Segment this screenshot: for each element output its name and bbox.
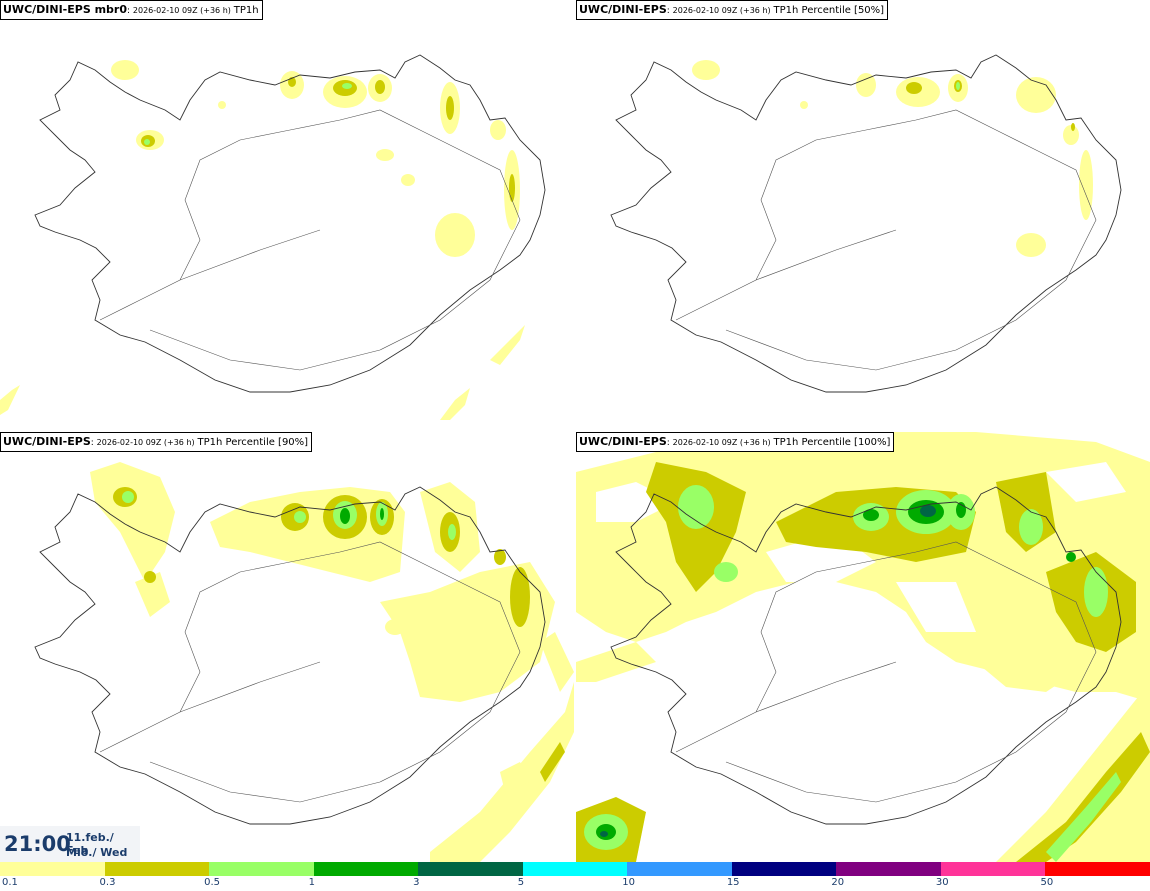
legend-tick-label: 5: [517, 877, 525, 888]
panel-title: UWC/DINI-EPS: 2026-02-10 09Z (+36 h) TP1…: [0, 432, 313, 452]
precip-field-green: [144, 83, 352, 145]
legend-swatch: [104, 862, 210, 876]
panel-model: UWC/DINI-EPS: [579, 435, 667, 448]
panel-model: UWC/DINI-EPS mbr0: [3, 3, 127, 16]
precip-map: [0, 54, 546, 420]
legend-tick-label: 0.1: [2, 877, 18, 888]
panel-variable: TP1h Percentile [50%]: [773, 5, 885, 16]
map-panel-p100: UWC/DINI-EPS: 2026-02-10 09Z (+36 h) TP1…: [576, 432, 1150, 862]
legend-tick-label: 20: [831, 877, 845, 888]
panel-variable: TP1h Percentile [100%]: [773, 437, 891, 448]
legend-swatch: [1045, 862, 1150, 876]
precip-field-darkgreen: [596, 500, 1076, 840]
panel-variable: TP1h: [233, 5, 259, 16]
legend-swatch: [731, 862, 837, 876]
legend-tick-label: 30: [935, 877, 949, 888]
legend-tick-label: 0.3: [99, 877, 116, 888]
precip-field-green: [956, 82, 960, 90]
panel-run: 2026-02-10 09Z (+36 h): [672, 438, 771, 447]
map-panel-mbr0: UWC/DINI-EPS mbr0: 2026-02-10 09Z (+36 h…: [0, 0, 574, 430]
valid-time-box: 21:00 11.feb./ Feb Mið./ Wed: [0, 826, 140, 862]
precip-map: [576, 432, 1150, 862]
panel-model: UWC/DINI-EPS: [579, 3, 667, 16]
road-network: [99, 109, 521, 371]
legend-swatch: [627, 862, 732, 876]
legend-tick-label: 0.5: [204, 877, 220, 888]
valid-time-weekday: Mið./ Wed: [66, 846, 128, 859]
legend-tick-label: 10: [622, 877, 635, 888]
valid-time-clock: 21:00: [4, 832, 71, 856]
map-panel-p50: UWC/DINI-EPS: 2026-02-10 09Z (+36 h) TP1…: [576, 0, 1150, 430]
road-network: [675, 541, 1097, 803]
legend-swatch: [418, 862, 523, 876]
legend-swatch: [940, 862, 1046, 876]
panel-title: UWC/DINI-EPS mbr0: 2026-02-10 09Z (+36 h…: [0, 0, 263, 20]
valid-time-date: 11.feb./ Feb: [66, 831, 114, 857]
panel-model: UWC/DINI-EPS: [3, 435, 91, 448]
precip-map: [34, 462, 574, 862]
road-network: [675, 109, 1097, 371]
legend-swatch: [836, 862, 941, 876]
panel-run: 2026-02-10 09Z (+36 h): [672, 6, 771, 15]
legend-swatch: [0, 862, 105, 876]
legend-tick-label: 1: [308, 877, 315, 888]
precip-legend: 0.1 0.3 0.5 1 3 5 10 15 20 30 50: [0, 862, 1150, 891]
panel-run: 2026-02-10 09Z (+36 h): [96, 438, 195, 447]
legend-swatch: [313, 862, 419, 876]
panel-variable: TP1h Percentile [90%]: [197, 437, 309, 448]
precip-field-olive: [906, 80, 1075, 131]
precip-field-darkgreen: [340, 508, 384, 524]
legend-tick-label: 15: [726, 877, 740, 888]
legend-color-bar: [0, 862, 1150, 876]
precip-field-darkest: [600, 505, 936, 837]
panel-title: UWC/DINI-EPS: 2026-02-10 09Z (+36 h) TP1…: [576, 0, 889, 20]
precip-map: [610, 54, 1122, 393]
legend-swatch: [522, 862, 628, 876]
panel-run: 2026-02-10 09Z (+36 h): [132, 6, 231, 15]
road-network: [99, 541, 521, 803]
precip-field: [692, 60, 1093, 257]
legend-tick-label: 50: [1040, 877, 1054, 888]
map-panel-p90: UWC/DINI-EPS: 2026-02-10 09Z (+36 h) TP1…: [0, 432, 574, 862]
legend-tick-label: 3: [413, 877, 420, 888]
panel-title: UWC/DINI-EPS: 2026-02-10 09Z (+36 h) TP1…: [576, 432, 895, 452]
legend-swatch: [209, 862, 314, 876]
